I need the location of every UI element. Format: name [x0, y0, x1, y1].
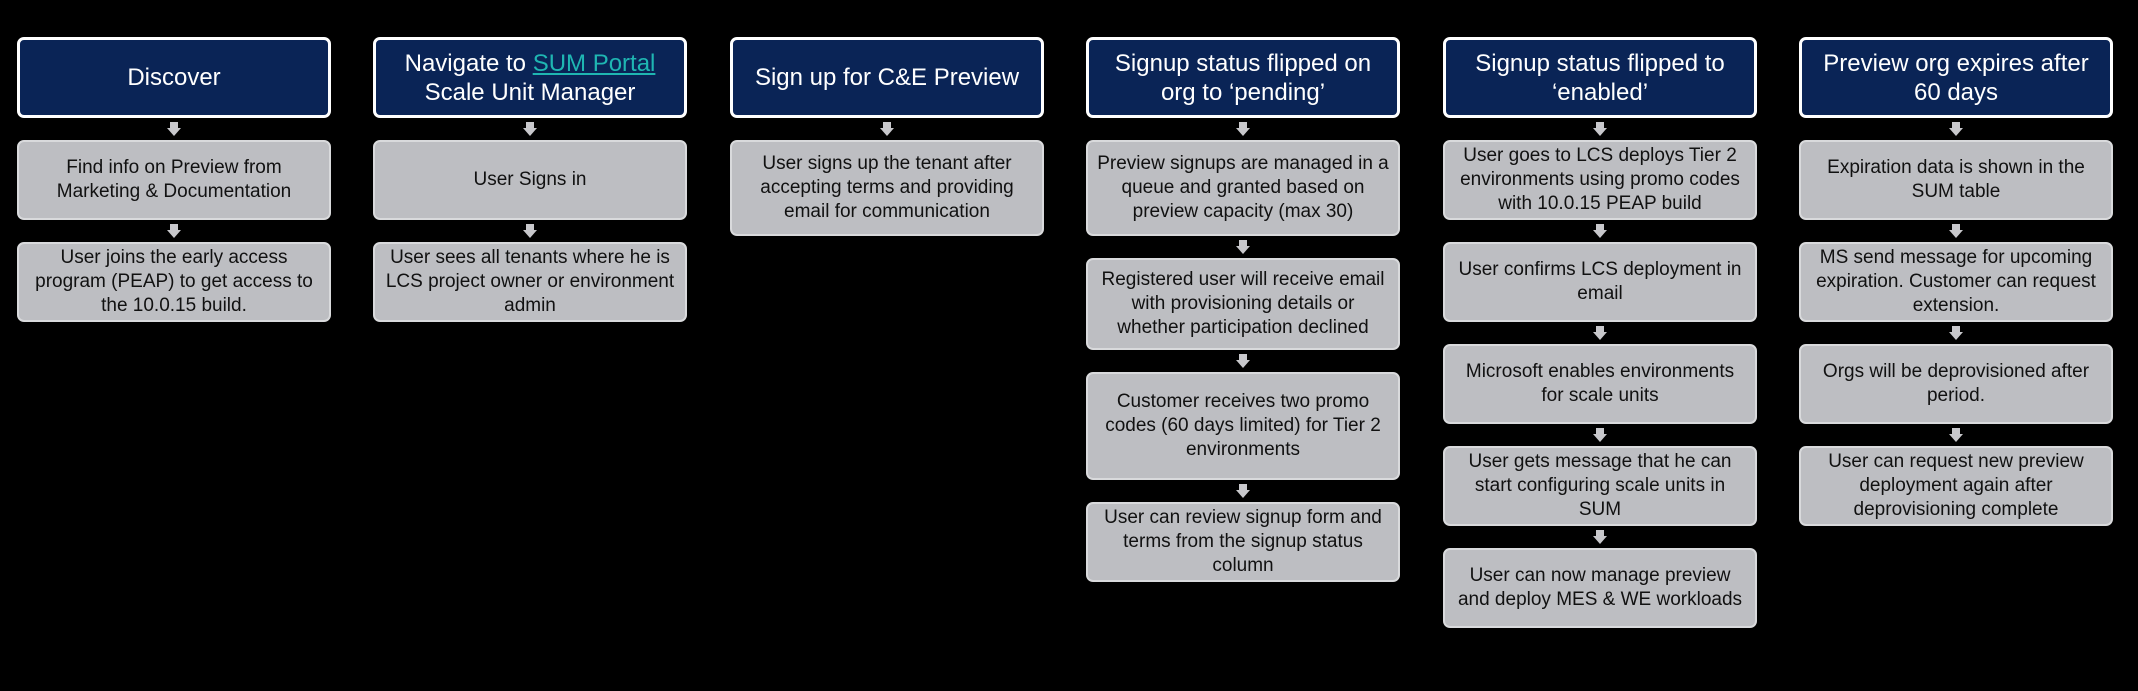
stage-header-suffix: Scale Unit Manager [424, 78, 636, 106]
flow-step: User can review signup form and terms fr… [1086, 502, 1400, 582]
stage-header-text: Signup status flipped on org to ‘pending… [1114, 49, 1372, 106]
flow-step: Find info on Preview from Marketing & Do… [17, 140, 331, 220]
flow-step: MS send message for upcoming expiration.… [1799, 242, 2113, 322]
flow-step-text: User confirms LCS deployment in email [1458, 259, 1742, 304]
flow-step-text: Microsoft enables environments for scale… [1465, 361, 1735, 406]
flow-step: Expiration data is shown in the SUM tabl… [1799, 140, 2113, 220]
flow-step-text: Find info on Preview from Marketing & Do… [56, 157, 292, 202]
flow-step: Orgs will be deprovisioned after period. [1799, 344, 2113, 424]
down-arrow-icon [880, 122, 894, 136]
stage-header-enabled: Signup status flipped to ‘enabled’ [1443, 37, 1757, 118]
down-arrow-icon [1593, 326, 1607, 340]
down-arrow-icon [523, 122, 537, 136]
flow-step-text: User signs up the tenant after accepting… [760, 153, 1014, 222]
flow-step-text: Registered user will receive email with … [1101, 269, 1385, 338]
flow-step-text: MS send message for upcoming expiration.… [1816, 247, 2096, 316]
flow-step: User signs up the tenant after accepting… [730, 140, 1044, 236]
down-arrow-icon [1236, 240, 1250, 254]
stage-header-text: Signup status flipped to ‘enabled’ [1475, 49, 1725, 106]
flow-step-text: User sees all tenants where he is LCS pr… [385, 247, 675, 316]
flow-step-text: User can now manage preview and deploy M… [1457, 565, 1743, 610]
column-navigate: Navigate to SUM Portal Scale Unit Manage… [373, 37, 687, 322]
stage-header-discover: Discover [17, 37, 331, 118]
flow-step: Preview signups are managed in a queue a… [1086, 140, 1400, 236]
stage-header-prefix: Navigate to [404, 49, 533, 77]
stage-header-pending: Signup status flipped on org to ‘pending… [1086, 37, 1400, 118]
down-arrow-icon [1593, 122, 1607, 136]
flow-step: Microsoft enables environments for scale… [1443, 344, 1757, 424]
down-arrow-icon [1949, 428, 1963, 442]
flow-step-text: Orgs will be deprovisioned after period. [1822, 361, 2090, 406]
down-arrow-icon [1949, 224, 1963, 238]
sum-portal-link[interactable]: SUM Portal [532, 49, 656, 77]
flow-step: User joins the early access program (PEA… [17, 242, 331, 322]
flow-step-text: User Signs in [473, 169, 587, 190]
column-pending: Signup status flipped on org to ‘pending… [1086, 37, 1400, 582]
flow-step-text: Expiration data is shown in the SUM tabl… [1827, 157, 2085, 202]
column-expires: Preview org expires after 60 days Expira… [1799, 37, 2113, 526]
flow-step: User gets message that he can start conf… [1443, 446, 1757, 526]
flow-step: User confirms LCS deployment in email [1443, 242, 1757, 322]
down-arrow-icon [1593, 224, 1607, 238]
down-arrow-icon [523, 224, 537, 238]
down-arrow-icon [1236, 122, 1250, 136]
down-arrow-icon [1593, 530, 1607, 544]
stage-header-text: Discover [127, 64, 221, 91]
column-enabled: Signup status flipped to ‘enabled’ User … [1443, 37, 1757, 628]
stage-header-signup: Sign up for C&E Preview [730, 37, 1044, 118]
flow-step: User sees all tenants where he is LCS pr… [373, 242, 687, 322]
flow-step: User Signs in [373, 140, 687, 220]
stage-header-text: Sign up for C&E Preview [754, 64, 1020, 91]
down-arrow-icon [1236, 484, 1250, 498]
down-arrow-icon [167, 122, 181, 136]
column-discover: Discover Find info on Preview from Marke… [17, 37, 331, 322]
flow-step-text: Preview signups are managed in a queue a… [1097, 153, 1389, 222]
flow-step-text: User can request new preview deployment … [1828, 451, 2084, 520]
down-arrow-icon [1949, 122, 1963, 136]
stage-header-expires: Preview org expires after 60 days [1799, 37, 2113, 118]
stage-header-navigate: Navigate to SUM Portal Scale Unit Manage… [373, 37, 687, 118]
stage-header-text: Preview org expires after 60 days [1823, 49, 2089, 106]
flow-step: User goes to LCS deploys Tier 2 environm… [1443, 140, 1757, 220]
flow-step-text: User joins the early access program (PEA… [35, 247, 313, 316]
flow-step-text: User can review signup form and terms fr… [1104, 507, 1382, 576]
flow-step: User can now manage preview and deploy M… [1443, 548, 1757, 628]
stage-header-text: Navigate to SUM Portal Scale Unit Manage… [405, 49, 656, 107]
flow-step: User can request new preview deployment … [1799, 446, 2113, 526]
flow-step: Customer receives two promo codes (60 da… [1086, 372, 1400, 480]
flow-step-text: Customer receives two promo codes (60 da… [1105, 391, 1381, 460]
flow-step-text: User goes to LCS deploys Tier 2 environm… [1460, 145, 1740, 214]
flow-step-text: User gets message that he can start conf… [1468, 451, 1732, 520]
down-arrow-icon [1593, 428, 1607, 442]
down-arrow-icon [1949, 326, 1963, 340]
flow-step: Registered user will receive email with … [1086, 258, 1400, 350]
down-arrow-icon [1236, 354, 1250, 368]
down-arrow-icon [167, 224, 181, 238]
column-signup: Sign up for C&E Preview User signs up th… [730, 37, 1044, 236]
